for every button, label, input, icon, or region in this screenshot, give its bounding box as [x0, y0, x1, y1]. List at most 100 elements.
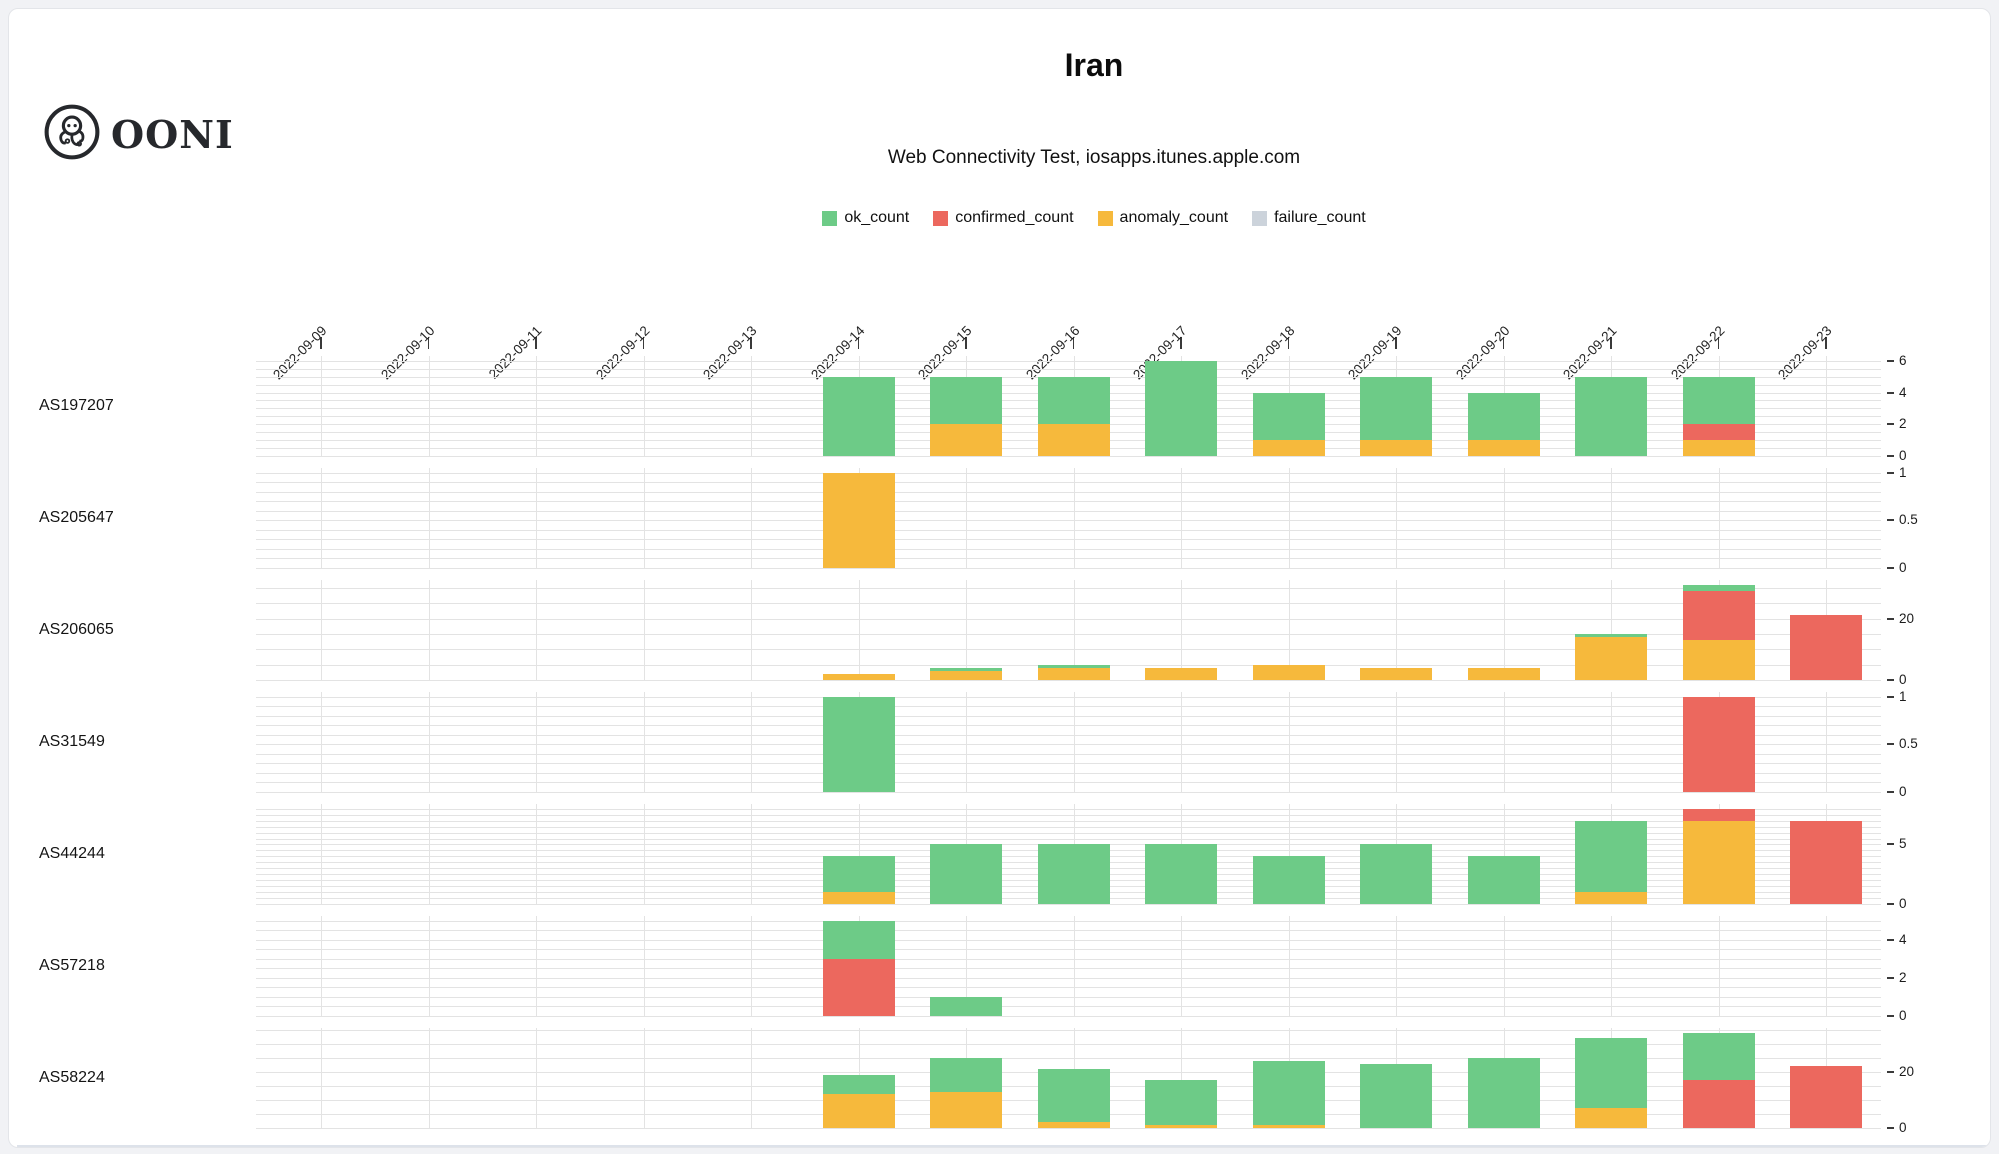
horizontal-gridline — [256, 539, 1881, 541]
bar-segment-anomaly[interactable] — [822, 472, 895, 568]
legend-item-failure[interactable]: failure_count — [1252, 209, 1366, 227]
vertical-gridline — [1503, 916, 1505, 1016]
bar-segment-confirmed[interactable] — [1682, 424, 1755, 441]
bar-segment-anomaly[interactable] — [1682, 640, 1755, 680]
vertical-gridline — [428, 468, 430, 568]
bar-segment-ok[interactable] — [1252, 856, 1325, 904]
bar-segment-ok[interactable] — [1467, 856, 1540, 904]
bar-segment-ok[interactable] — [822, 376, 895, 456]
bar-segment-anomaly[interactable] — [1467, 667, 1540, 680]
bar-segment-ok[interactable] — [1575, 820, 1647, 893]
bar-segment-anomaly[interactable] — [930, 670, 1002, 680]
bar-segment-anomaly[interactable] — [1145, 1125, 1217, 1128]
bar-segment-ok[interactable] — [1252, 392, 1325, 441]
bar-segment-anomaly[interactable] — [1575, 1108, 1647, 1128]
bar-segment-ok[interactable] — [1682, 1032, 1755, 1081]
horizontal-gridline — [256, 472, 1881, 474]
chart-card: OONI Iran Web Connectivity Test, iosapps… — [8, 8, 1991, 1148]
bar-segment-anomaly[interactable] — [822, 1094, 895, 1128]
bar-segment-ok[interactable] — [1360, 376, 1432, 441]
bar-segment-ok[interactable] — [930, 996, 1002, 1016]
bar-segment-confirmed[interactable] — [1790, 615, 1862, 680]
bar-segment-ok[interactable] — [1682, 584, 1755, 591]
bar-segment-anomaly[interactable] — [1252, 440, 1325, 456]
bar-segment-ok[interactable] — [1037, 844, 1110, 904]
bar-segment-confirmed[interactable] — [1682, 590, 1755, 641]
vertical-gridline — [643, 692, 645, 792]
bar-segment-ok[interactable] — [1252, 1060, 1325, 1126]
bar-segment-ok[interactable] — [1037, 664, 1110, 668]
legend-swatch-ok — [822, 210, 838, 226]
bar-segment-anomaly[interactable] — [1037, 424, 1110, 456]
bar-segment-ok[interactable] — [1682, 376, 1755, 425]
bar-segment-anomaly[interactable] — [822, 673, 895, 680]
y-axis-tick-label: 0 — [1899, 448, 1907, 463]
bar-segment-ok[interactable] — [1145, 1080, 1217, 1126]
y-axis-tick-label: 6 — [1899, 352, 1907, 368]
bar-segment-ok[interactable] — [1037, 1069, 1110, 1123]
bar-segment-ok[interactable] — [930, 844, 1002, 904]
vertical-gridline — [1826, 692, 1827, 792]
bar-segment-anomaly[interactable] — [1682, 440, 1755, 456]
bar-segment-anomaly[interactable] — [1360, 440, 1432, 456]
vertical-gridline — [751, 468, 752, 568]
bar-segment-ok[interactable] — [1145, 844, 1217, 904]
bar-segment-ok[interactable] — [822, 920, 895, 959]
bar-segment-anomaly[interactable] — [1575, 636, 1647, 680]
horizontal-gridline — [256, 501, 1881, 503]
y-axis-tick — [1887, 976, 1894, 979]
bar-segment-anomaly[interactable] — [1252, 664, 1325, 680]
bar-segment-anomaly[interactable] — [1467, 440, 1540, 456]
bar-segment-anomaly[interactable] — [930, 1091, 1002, 1128]
bar-segment-anomaly[interactable] — [822, 892, 895, 904]
horizontal-gridline — [256, 603, 1881, 605]
vertical-gridline — [321, 1028, 322, 1128]
horizontal-gridline — [256, 360, 1881, 362]
bar-segment-ok[interactable] — [822, 1074, 895, 1095]
horizontal-gridline — [256, 744, 1881, 746]
bar-segment-anomaly[interactable] — [1145, 667, 1217, 680]
bar-segment-ok[interactable] — [1575, 1038, 1647, 1109]
bar-segment-ok[interactable] — [930, 376, 1002, 425]
bar-segment-anomaly[interactable] — [1037, 1122, 1110, 1128]
horizontal-gridline — [256, 968, 1881, 970]
bar-segment-ok[interactable] — [1575, 633, 1647, 637]
y-axis-tick — [1887, 1015, 1894, 1017]
bar-segment-ok[interactable] — [1360, 844, 1432, 904]
bar-segment-ok[interactable] — [1467, 392, 1540, 441]
horizontal-gridline — [256, 939, 1881, 941]
bar-segment-ok[interactable] — [1360, 1063, 1432, 1128]
vertical-gridline — [643, 804, 645, 904]
horizontal-gridline — [256, 568, 1881, 569]
bar-segment-ok[interactable] — [930, 1057, 1002, 1092]
bar-segment-ok[interactable] — [1145, 360, 1217, 456]
bar-segment-confirmed[interactable] — [1682, 808, 1755, 821]
legend-item-ok[interactable]: ok_count — [822, 209, 909, 227]
horizontal-gridline — [256, 832, 1881, 834]
bar-segment-ok[interactable] — [822, 856, 895, 893]
bar-segment-ok[interactable] — [1575, 376, 1647, 456]
bar-segment-confirmed[interactable] — [1682, 1080, 1755, 1128]
bar-segment-confirmed[interactable] — [822, 958, 895, 1016]
y-axis-tick — [1887, 938, 1894, 941]
bar-segment-confirmed[interactable] — [1682, 696, 1755, 792]
bar-segment-anomaly[interactable] — [1360, 667, 1432, 680]
horizontal-gridline — [256, 1043, 1881, 1045]
vertical-gridline — [1288, 580, 1290, 680]
legend-item-anomaly[interactable]: anomaly_count — [1097, 209, 1228, 227]
bar-segment-confirmed[interactable] — [1790, 1066, 1862, 1128]
legend-item-confirmed[interactable]: confirmed_count — [933, 209, 1074, 227]
horizontal-scrollbar[interactable] — [17, 1145, 1990, 1147]
bar-segment-anomaly[interactable] — [930, 424, 1002, 456]
bar-segment-anomaly[interactable] — [1575, 892, 1647, 904]
bar-segment-ok[interactable] — [1467, 1057, 1540, 1128]
bar-segment-anomaly[interactable] — [1682, 820, 1755, 904]
y-axis-tick — [1887, 1127, 1894, 1129]
bar-segment-ok[interactable] — [930, 667, 1002, 671]
vertical-gridline — [1503, 804, 1505, 904]
bar-segment-anomaly[interactable] — [1252, 1125, 1325, 1128]
bar-segment-ok[interactable] — [1037, 376, 1110, 425]
bar-segment-confirmed[interactable] — [1790, 820, 1862, 904]
bar-segment-ok[interactable] — [822, 696, 895, 792]
bar-segment-anomaly[interactable] — [1037, 667, 1110, 680]
